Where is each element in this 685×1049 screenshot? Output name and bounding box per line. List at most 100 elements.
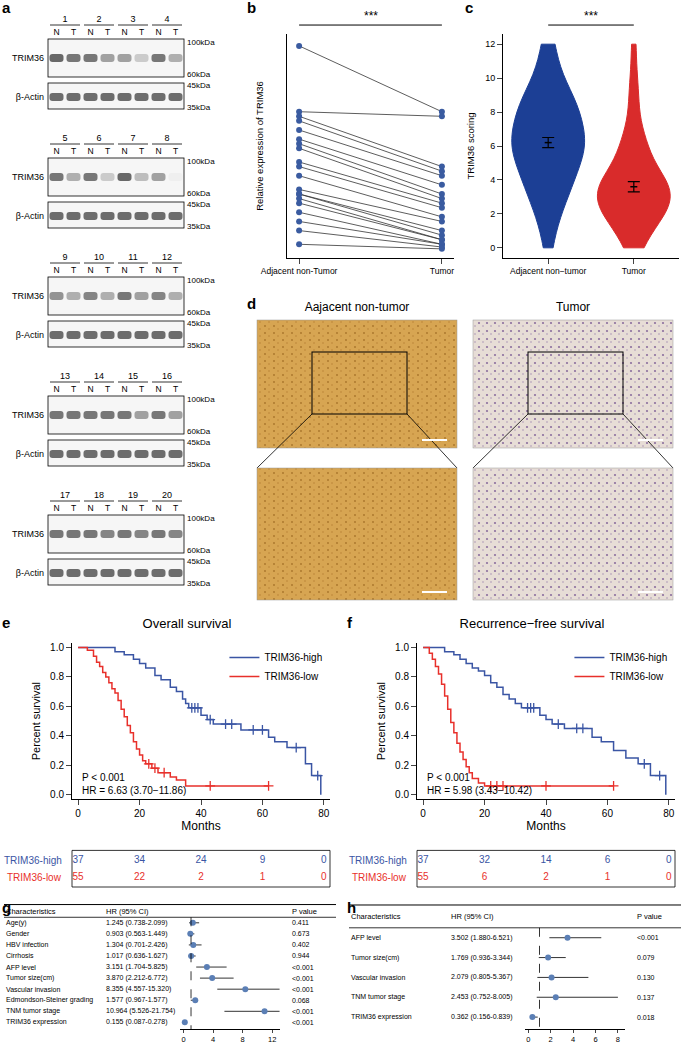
svg-text:Gender: Gender	[6, 930, 30, 937]
svg-text:0.2: 0.2	[395, 760, 409, 771]
svg-text:HR (95% CI): HR (95% CI)	[106, 907, 149, 916]
svg-text:0.673: 0.673	[292, 930, 310, 937]
svg-text:Tumor: Tumor	[430, 266, 454, 276]
svg-text:N: N	[121, 146, 127, 156]
svg-text:T: T	[105, 265, 110, 275]
svg-text:0.0: 0.0	[395, 789, 409, 800]
svg-text:N: N	[87, 384, 93, 394]
svg-text:1.577 (0.967-1.577): 1.577 (0.967-1.577)	[106, 996, 168, 1004]
svg-text:N: N	[155, 503, 161, 513]
svg-text:HBV infection: HBV infection	[6, 941, 49, 948]
svg-text:1.304 (0.701-2.426): 1.304 (0.701-2.426)	[106, 941, 168, 949]
svg-text:TRIM36-high: TRIM36-high	[4, 855, 62, 866]
svg-text:8: 8	[490, 107, 495, 117]
svg-text:40: 40	[540, 808, 552, 819]
svg-text:N: N	[87, 503, 93, 513]
svg-text:6: 6	[482, 871, 488, 882]
svg-text:T: T	[173, 265, 178, 275]
svg-text:T: T	[139, 27, 144, 37]
svg-text:T: T	[105, 503, 110, 513]
svg-text:60kDa: 60kDa	[187, 546, 211, 555]
svg-text:TNM tumor stage: TNM tumor stage	[351, 993, 405, 1001]
svg-text:Tumor size(cm): Tumor size(cm)	[6, 974, 54, 982]
svg-text:T: T	[105, 384, 110, 394]
svg-text:14: 14	[540, 854, 552, 865]
svg-text:1: 1	[260, 871, 266, 882]
svg-text:0: 0	[182, 1035, 186, 1044]
svg-text:100kDa: 100kDa	[187, 38, 215, 47]
svg-text:β-Actin: β-Actin	[16, 449, 44, 459]
svg-text:1: 1	[605, 871, 611, 882]
svg-text:100kDa: 100kDa	[187, 276, 215, 285]
svg-text:37: 37	[73, 854, 85, 865]
svg-text:0: 0	[526, 1035, 530, 1044]
svg-text:2.079 (0.805-5.367): 2.079 (0.805-5.367)	[451, 973, 513, 981]
svg-text:45kDa: 45kDa	[187, 319, 211, 328]
svg-text:0.6: 0.6	[50, 701, 64, 712]
svg-text:***: ***	[584, 9, 598, 23]
svg-text:8: 8	[241, 1035, 245, 1044]
svg-text:0.362 (0.156-0.839): 0.362 (0.156-0.839)	[451, 1013, 513, 1021]
svg-text:2: 2	[198, 871, 204, 882]
svg-text:0.944: 0.944	[292, 952, 310, 959]
svg-text:P value: P value	[292, 907, 317, 916]
svg-text:6: 6	[605, 854, 611, 865]
svg-text:Tumor: Tumor	[556, 300, 590, 314]
svg-text:N: N	[121, 384, 127, 394]
svg-text:0.6: 0.6	[395, 701, 409, 712]
svg-text:12: 12	[268, 1035, 276, 1044]
svg-text:0: 0	[490, 243, 495, 253]
svg-text:TNM tumor stage: TNM tumor stage	[6, 1007, 60, 1015]
svg-text:4: 4	[211, 1035, 215, 1044]
svg-text:2: 2	[549, 1035, 553, 1044]
svg-text:2: 2	[543, 871, 549, 882]
svg-text:T: T	[139, 146, 144, 156]
svg-text:N: N	[87, 27, 93, 37]
svg-text:0.2: 0.2	[50, 760, 64, 771]
svg-text:0.411: 0.411	[292, 919, 309, 926]
svg-text:N: N	[121, 503, 127, 513]
svg-text:TRIM36: TRIM36	[12, 529, 44, 539]
svg-text:TRIM36: TRIM36	[12, 291, 44, 301]
svg-text:T: T	[71, 384, 76, 394]
svg-text:N: N	[53, 27, 59, 37]
svg-text:10.964 (5.526-21.754): 10.964 (5.526-21.754)	[106, 1007, 175, 1015]
svg-text:0.137: 0.137	[637, 994, 655, 1001]
svg-text:N: N	[121, 27, 127, 37]
svg-text:3: 3	[130, 14, 135, 24]
svg-text:1.0: 1.0	[395, 642, 409, 653]
svg-text:TRIM36-high: TRIM36-high	[349, 855, 407, 866]
svg-text:N: N	[87, 146, 93, 156]
svg-text:AFP level: AFP level	[351, 934, 381, 941]
svg-text:N: N	[53, 265, 59, 275]
svg-text:4: 4	[164, 14, 169, 24]
svg-text:HR = 5.98 (3.43−10.42): HR = 5.98 (3.43−10.42)	[427, 785, 532, 796]
svg-text:TRIM36 expression: TRIM36 expression	[6, 1018, 67, 1026]
svg-text:Edmondson-Steiner grading: Edmondson-Steiner grading	[6, 996, 93, 1004]
svg-text:<0.001: <0.001	[292, 1019, 314, 1026]
svg-text:12: 12	[485, 39, 495, 49]
svg-text:P < 0.001: P < 0.001	[82, 772, 125, 783]
svg-text:20: 20	[162, 490, 172, 500]
svg-text:***: ***	[364, 9, 378, 23]
svg-text:20: 20	[479, 808, 491, 819]
svg-text:1.017 (0.636-1.627): 1.017 (0.636-1.627)	[106, 952, 168, 960]
svg-text:55: 55	[73, 871, 85, 882]
svg-text:15: 15	[128, 371, 138, 381]
svg-text:2: 2	[96, 14, 101, 24]
svg-text:P value: P value	[637, 912, 662, 921]
svg-text:T: T	[173, 146, 178, 156]
svg-text:Percent survival: Percent survival	[30, 682, 42, 760]
svg-text:0: 0	[666, 854, 672, 865]
svg-text:0.018: 0.018	[637, 1014, 655, 1021]
svg-text:N: N	[155, 146, 161, 156]
svg-text:60kDa: 60kDa	[187, 70, 211, 79]
svg-text:24: 24	[195, 854, 207, 865]
svg-text:T: T	[139, 384, 144, 394]
svg-text:11: 11	[128, 252, 137, 262]
svg-text:N: N	[155, 27, 161, 37]
svg-text:0: 0	[321, 854, 327, 865]
svg-text:TRIM36: TRIM36	[12, 172, 44, 182]
svg-text:37: 37	[418, 854, 430, 865]
svg-text:T: T	[105, 146, 110, 156]
